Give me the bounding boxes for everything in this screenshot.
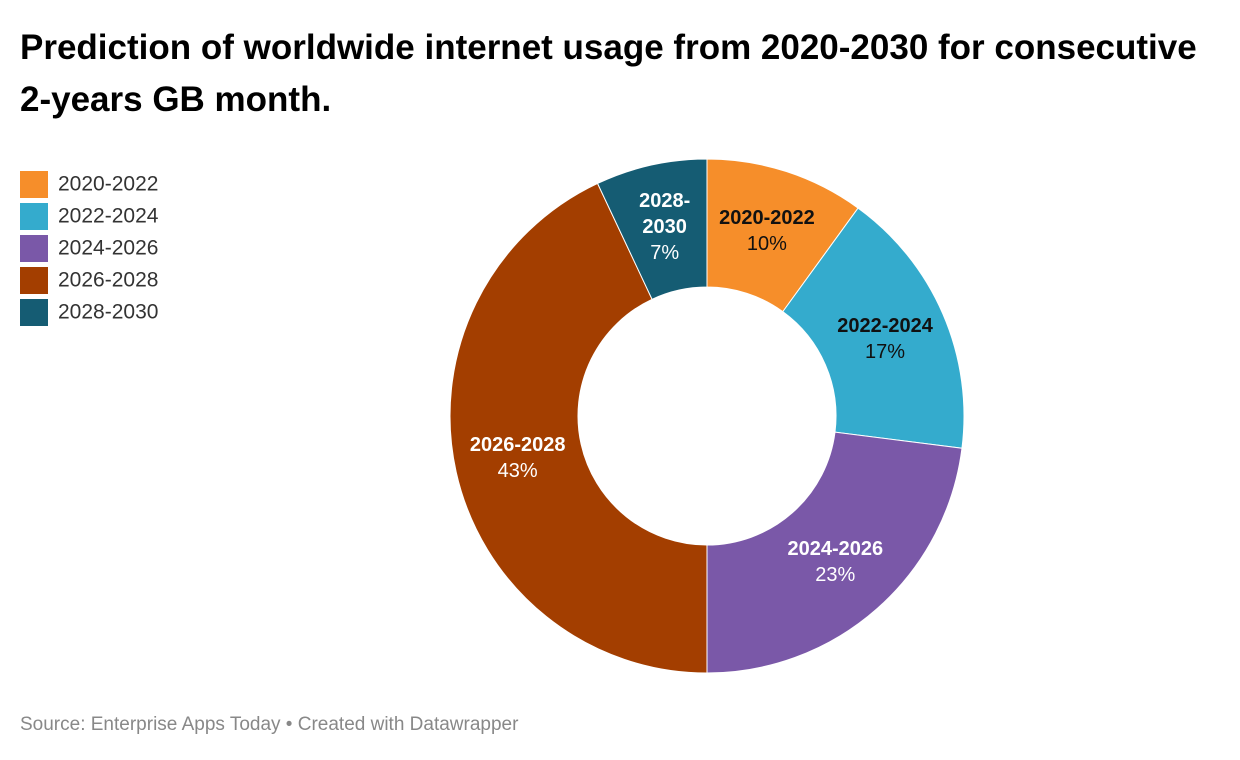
legend-swatch <box>20 203 48 230</box>
slice-label: 2024-2026 23% <box>787 536 883 588</box>
slice-category: 2024-2026 <box>787 537 884 560</box>
slice-category: 2020-2022 <box>719 207 815 230</box>
slice-value: 17% <box>865 340 906 363</box>
slice-category: 2028-2030 <box>639 189 691 238</box>
slice-value: 7% <box>650 241 680 264</box>
slice-label: 2028-2030 7% <box>630 188 700 266</box>
donut-slice <box>706 431 963 674</box>
slice-category: 2022-2024 <box>837 314 933 337</box>
legend-label: 2024-2026 <box>58 237 158 260</box>
legend-label: 2022-2024 <box>58 205 159 228</box>
slice-label: 2020-2022 10% <box>719 205 815 257</box>
chart-title: Prediction of worldwide internet usage f… <box>20 28 1197 119</box>
legend-label: 2026-2028 <box>58 269 158 292</box>
slice-value: 10% <box>746 233 787 256</box>
donut-slice <box>596 158 708 300</box>
slice-label: 2026-2028 43% <box>470 432 566 484</box>
donut-slice <box>782 207 965 449</box>
slice-value: 43% <box>497 460 538 483</box>
slice-value: 23% <box>815 563 856 586</box>
legend-label: 2028-2030 <box>58 301 158 324</box>
legend-swatch <box>20 171 48 198</box>
donut-slice <box>449 182 708 674</box>
slice-label: 2022-2024 17% <box>837 313 933 365</box>
legend-swatch <box>20 299 48 326</box>
legend-label: 2020-2022 <box>58 173 158 196</box>
slice-category: 2026-2028 <box>469 434 566 457</box>
legend-swatch <box>20 235 48 262</box>
source-note: Source: Enterprise Apps Today • Created … <box>20 714 519 735</box>
legend-swatch <box>20 267 48 294</box>
